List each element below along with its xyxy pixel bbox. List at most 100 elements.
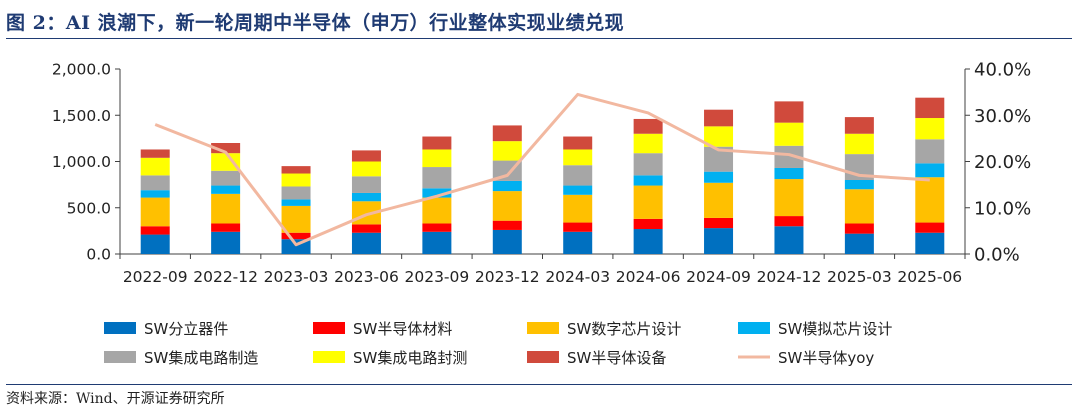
bar-segment-6 xyxy=(211,153,241,171)
bar-segment-4 xyxy=(915,163,945,178)
legend-swatch xyxy=(738,322,770,334)
bar-segment-7 xyxy=(704,109,734,127)
y-tick-label: 0.0 xyxy=(86,246,111,264)
bar-segment-4 xyxy=(633,175,663,186)
bar-segment-3 xyxy=(704,182,734,218)
bar-segment-7 xyxy=(281,166,311,174)
x-tick-label: 2024-03 xyxy=(545,268,610,286)
bar-segment-5 xyxy=(633,153,663,176)
bar-segment-2 xyxy=(281,232,311,240)
stacked-bar-line-chart: 0.0 500.0 1,000.0 1,500.0 2,000.0 0.0% 10.0% 20… xyxy=(52,60,1031,368)
bar-segment-6 xyxy=(422,149,452,168)
bar-segment-6 xyxy=(563,149,593,166)
bar-segment-2 xyxy=(633,218,663,230)
x-tick-label: 2022-09 xyxy=(123,268,188,286)
y2-tick-label: 20.0% xyxy=(974,152,1031,173)
legend-swatch xyxy=(527,322,559,334)
bar-segment-6 xyxy=(633,133,663,154)
legend-label: SW半导体设备 xyxy=(567,349,666,367)
bar-segment-2 xyxy=(563,222,593,232)
x-tick-label: 2023-03 xyxy=(264,268,329,286)
bar-segment-7 xyxy=(563,136,593,150)
legend-label: SW分立器件 xyxy=(144,320,228,338)
bar-segment-7 xyxy=(140,149,170,158)
legend-label: SW集成电路制造 xyxy=(144,349,258,367)
bar-segment-3 xyxy=(633,185,663,219)
bar-segment-7 xyxy=(351,150,381,162)
bar-segment-4 xyxy=(774,167,804,180)
bar-segment-5 xyxy=(563,165,593,186)
bar-segment-7 xyxy=(915,97,945,119)
bar-segment-7 xyxy=(492,125,522,142)
bar-segment-5 xyxy=(422,167,452,189)
bar-segment-6 xyxy=(281,173,311,187)
bar-segment-2 xyxy=(704,217,734,229)
bar-segment-4 xyxy=(140,190,170,198)
bar-segment-1 xyxy=(140,234,170,254)
legend-label: SW半导体yoy xyxy=(778,349,874,367)
bar-segment-3 xyxy=(140,197,170,227)
bar-segment-1 xyxy=(915,232,945,254)
bar-segment-1 xyxy=(351,232,381,254)
bar-segment-6 xyxy=(351,161,381,177)
bar-segment-4 xyxy=(844,180,874,190)
legend-swatch xyxy=(313,351,345,363)
legend-label: SW集成电路封测 xyxy=(353,349,467,367)
yoy-line-series xyxy=(154,92,930,247)
bar-segment-4 xyxy=(211,185,241,194)
bar-segment-6 xyxy=(915,118,945,140)
bar-segment-3 xyxy=(281,205,311,233)
bar-segment-2 xyxy=(844,223,874,234)
bar-segment-2 xyxy=(351,224,381,233)
bar-segment-1 xyxy=(492,229,522,254)
title-rule xyxy=(6,38,1072,39)
bar-segment-1 xyxy=(633,229,663,254)
source-rule xyxy=(6,384,1072,385)
bar-segment-3 xyxy=(915,177,945,223)
bar-segment-7 xyxy=(844,117,874,134)
bar-segment-4 xyxy=(704,171,734,183)
bar-segment-1 xyxy=(422,231,452,254)
x-tick-label: 2024-09 xyxy=(686,268,751,286)
bar-segment-3 xyxy=(774,179,804,217)
x-tick-label: 2024-06 xyxy=(616,268,681,286)
bar-segment-4 xyxy=(351,192,381,202)
x-tick-label: 2022-12 xyxy=(193,268,258,286)
bar-segment-3 xyxy=(844,189,874,224)
bar-segment-1 xyxy=(704,228,734,254)
legend-label: SW数字芯片设计 xyxy=(567,320,681,338)
bar-segment-3 xyxy=(492,191,522,221)
bar-segment-6 xyxy=(704,126,734,147)
source-note: 资料来源：Wind、开源证券研究所 xyxy=(6,391,225,407)
bar-segment-7 xyxy=(211,143,241,154)
bar-segment-2 xyxy=(140,226,170,235)
bar-segment-1 xyxy=(211,231,241,254)
bar-segment-4 xyxy=(492,180,522,192)
y2-tick-label: 0.0% xyxy=(974,245,1020,266)
bar-segment-2 xyxy=(774,216,804,227)
bar-segment-1 xyxy=(844,233,874,254)
bar-segment-5 xyxy=(351,176,381,193)
bar-segment-6 xyxy=(774,122,804,146)
bar-segment-4 xyxy=(281,199,311,206)
legend-swatch xyxy=(527,351,559,363)
bar-segment-4 xyxy=(563,185,593,195)
bar-series xyxy=(140,97,945,254)
legend: SW分立器件 SW半导体材料 SW数字芯片设计 SW模拟芯片设计 SW集成电路制造 SW集… xyxy=(104,320,892,367)
legend-swatch xyxy=(104,351,136,363)
legend-label: SW半导体材料 xyxy=(353,320,452,338)
bar-segment-5 xyxy=(915,139,945,164)
x-tick-label: 2025-03 xyxy=(827,268,892,286)
bar-segment-7 xyxy=(422,136,452,150)
bar-segment-6 xyxy=(492,141,522,161)
chart-axes: 0.0 500.0 1,000.0 1,500.0 2,000.0 0.0% 10.0% 20… xyxy=(52,60,1031,287)
bar-segment-6 xyxy=(844,133,874,155)
legend-swatch xyxy=(313,322,345,334)
bar-segment-4 xyxy=(422,188,452,198)
bar-segment-5 xyxy=(774,145,804,168)
bar-segment-5 xyxy=(140,175,170,191)
y-tick-label: 500.0 xyxy=(67,199,111,217)
legend-label: SW模拟芯片设计 xyxy=(778,320,892,338)
y2-tick-label: 40.0% xyxy=(974,60,1031,81)
chart-title: 图 2：AI 浪潮下，新一轮周期中半导体（申万）行业整体实现业绩兑现 xyxy=(6,12,625,34)
